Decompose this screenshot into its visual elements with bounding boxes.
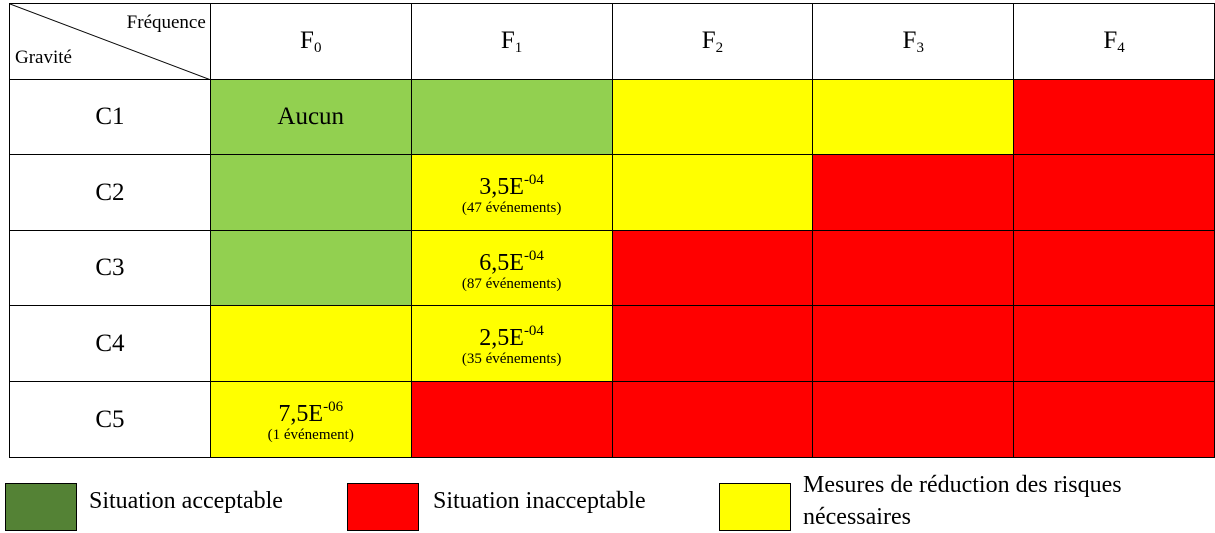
cell-c1-f3 — [812, 79, 1015, 155]
legend-swatch-mesures — [719, 483, 791, 531]
row-header-c4: C4 — [9, 305, 211, 382]
column-header-f2: F2 — [611, 3, 814, 80]
cell-c1-f1 — [410, 79, 613, 155]
cell-c4-f1: 2,5E-04 (35 événements) — [410, 305, 613, 382]
row-header-c1: C1 — [9, 79, 211, 155]
cell-c5-f3 — [812, 381, 1015, 458]
column-header-f0: F0 — [209, 3, 412, 80]
cell-c5-f2 — [611, 381, 814, 458]
event-count: (35 événements) — [461, 351, 562, 367]
cell-c2-f2 — [611, 154, 814, 231]
cell-c1-f0: Aucun — [209, 79, 412, 155]
probability-value: 3,5E-04 — [479, 172, 544, 200]
row-header-c2: C2 — [9, 154, 211, 231]
legend-label-mesures-line2: nécessaires — [803, 504, 911, 530]
cell-c4-f4 — [1013, 305, 1215, 382]
corner-diagonal — [10, 4, 211, 80]
row-header-c3: C3 — [9, 230, 211, 306]
severity-axis-label: Gravité — [15, 47, 72, 68]
cell-c3-f2 — [611, 230, 814, 306]
legend-swatch-acceptable — [5, 483, 77, 531]
event-count: (87 événements) — [461, 275, 562, 292]
cell-c2-f1: 3,5E-04 (47 événements) — [410, 154, 613, 231]
row-header-c5: C5 — [9, 381, 211, 458]
cell-c1-f2 — [611, 79, 814, 155]
cell-c1-f4 — [1013, 79, 1215, 155]
probability-value: 2,5E-04 — [479, 323, 544, 351]
cell-c4-f2 — [611, 305, 814, 382]
corner-header: Fréquence Gravité — [9, 3, 211, 80]
cell-c4-f3 — [812, 305, 1015, 382]
cell-c4-f0 — [209, 305, 412, 382]
cell-c2-f3 — [812, 154, 1015, 231]
cell-c3-f4 — [1013, 230, 1215, 306]
cell-c2-f4 — [1013, 154, 1215, 231]
column-header-f1: F1 — [410, 3, 613, 80]
legend-label-acceptable: Situation acceptable — [89, 488, 283, 514]
column-header-f4: F4 — [1013, 3, 1215, 80]
legend-label-inacceptable: Situation inacceptable — [433, 488, 646, 514]
cell-c5-f4 — [1013, 381, 1215, 458]
cell-c3-f3 — [812, 230, 1015, 306]
cell-c5-f0: 7,5E-06 (1 événement) — [209, 381, 412, 458]
cell-value: Aucun — [277, 103, 345, 130]
frequency-axis-label: Fréquence — [126, 12, 206, 33]
legend-label-mesures-line1: Mesures de réduction des risques — [803, 472, 1122, 498]
cell-c2-f0 — [209, 154, 412, 231]
probability-value: 6,5E-04 — [479, 247, 544, 276]
cell-c5-f1 — [410, 381, 613, 458]
event-count: (1 événement) — [267, 427, 354, 443]
risk-matrix: Fréquence Gravité F0 F1 F2 F3 F4 C1 Aucu… — [9, 3, 1215, 458]
cell-c3-f0 — [209, 230, 412, 306]
legend-swatch-inacceptable — [347, 483, 419, 531]
cell-c3-f1: 6,5E-04 (87 événements) — [410, 230, 613, 306]
probability-value: 7,5E-06 — [278, 399, 344, 427]
column-header-f3: F3 — [812, 3, 1015, 80]
event-count: (47 événements) — [461, 200, 562, 216]
